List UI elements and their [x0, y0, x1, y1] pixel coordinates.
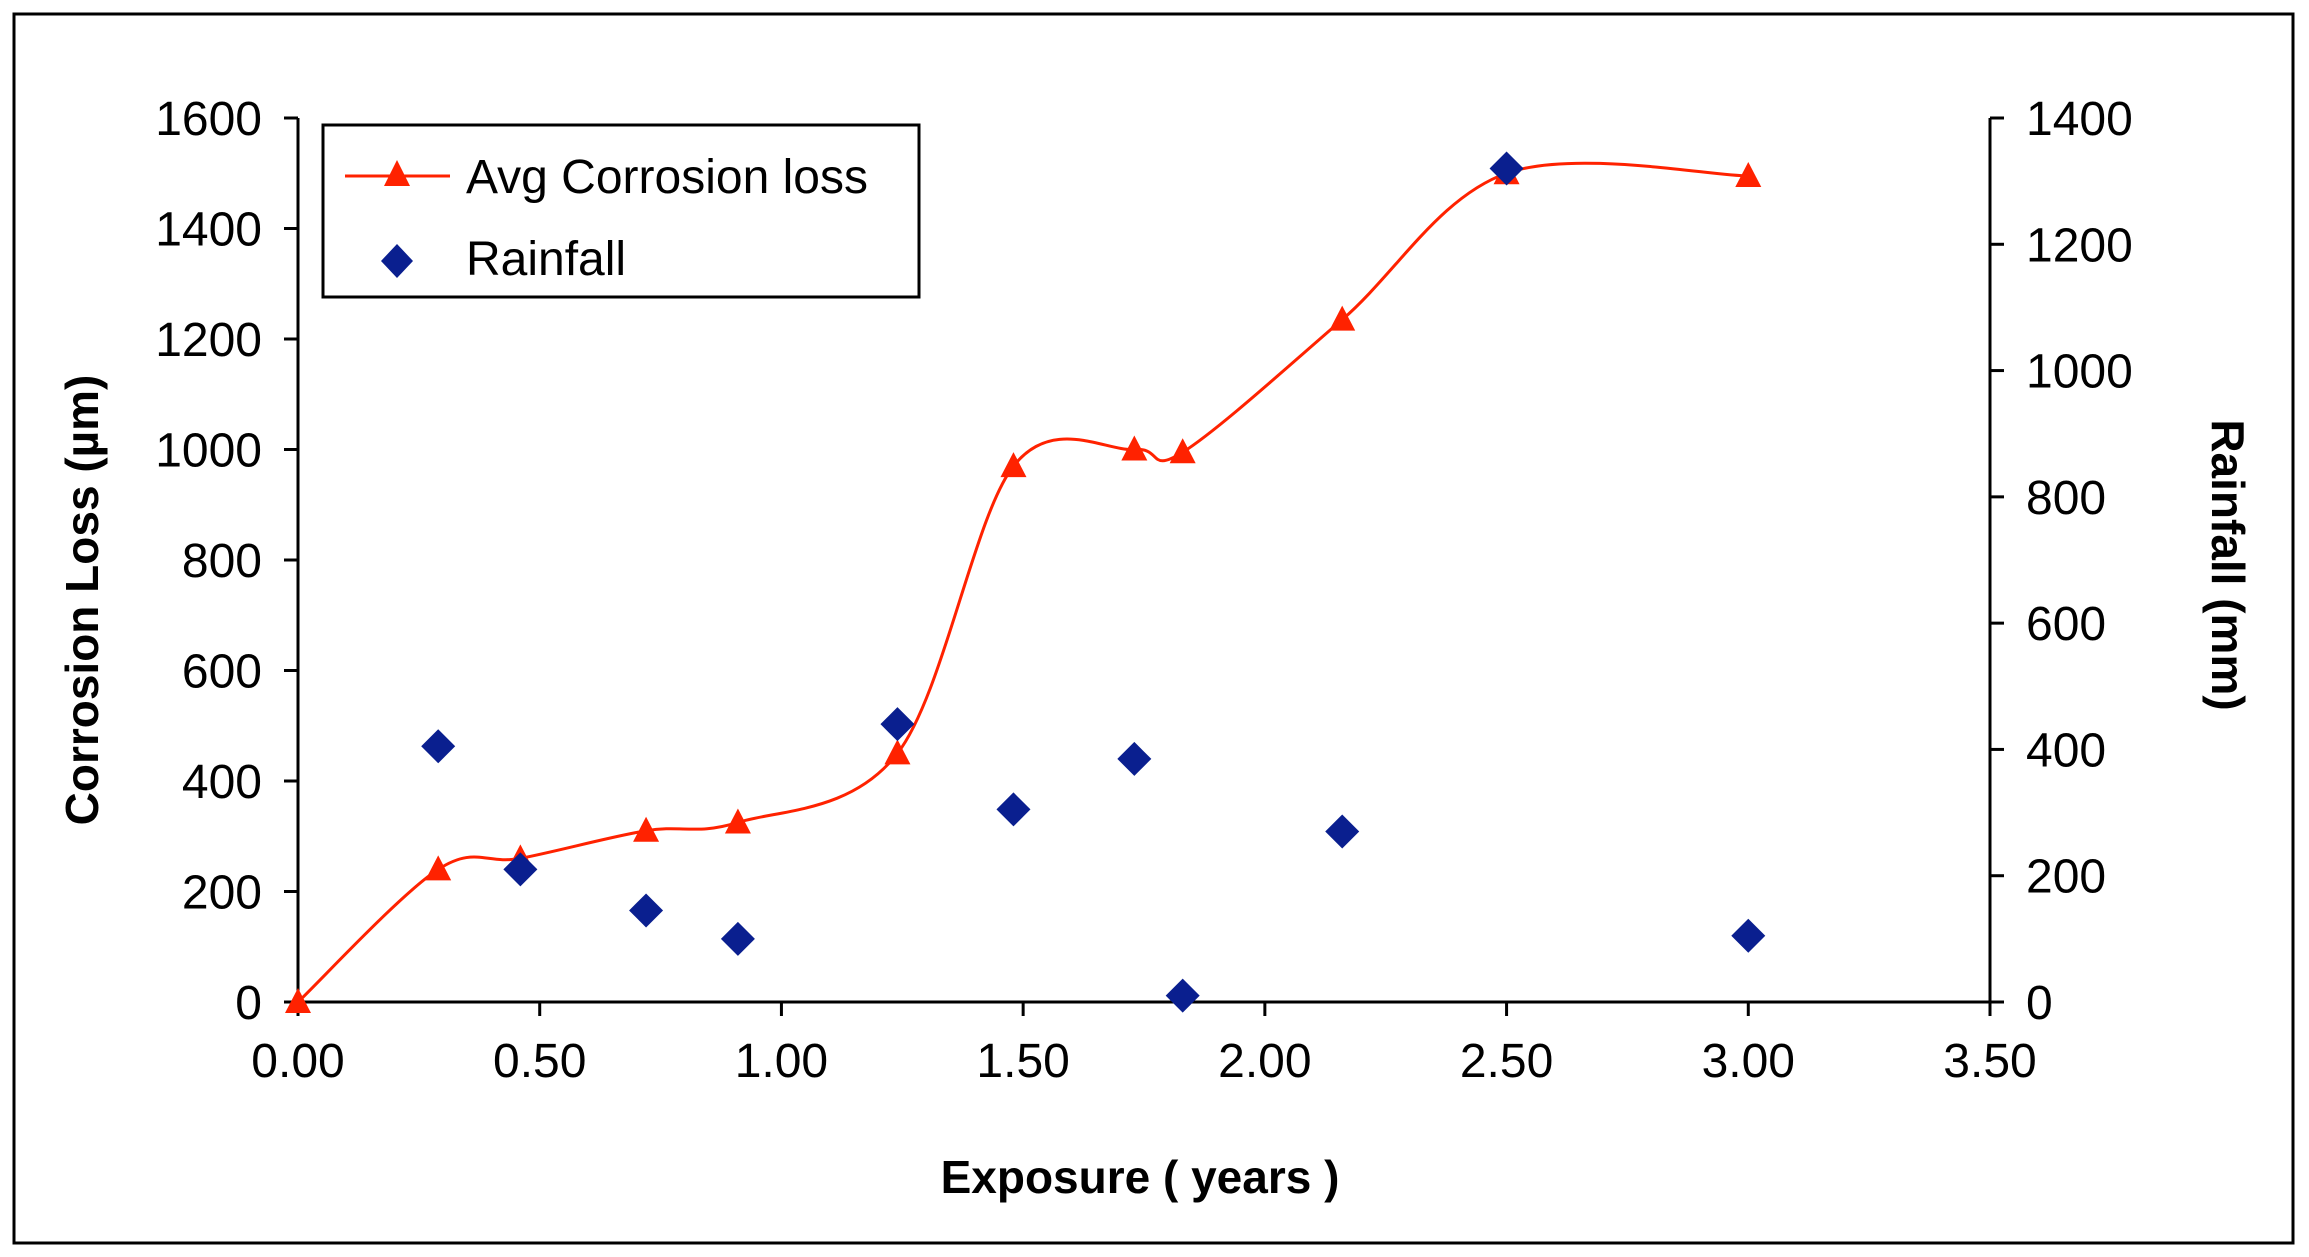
corrosion-point: [1169, 438, 1196, 464]
rainfall-point: [1489, 151, 1524, 186]
rainfall-point: [880, 707, 915, 742]
x-tick-label: 0.00: [251, 1035, 344, 1088]
x-tick-label: 2.50: [1460, 1035, 1553, 1088]
y-tick-label: 200: [182, 867, 262, 920]
rainfall-point: [720, 921, 755, 956]
corrosion-point: [1121, 435, 1148, 461]
y2-tick-label: 1200: [2026, 219, 2133, 272]
rainfall-point: [1731, 918, 1766, 953]
rainfall-point: [1117, 741, 1152, 776]
corrosion-point: [425, 855, 452, 881]
y2-tick-label: 400: [2026, 724, 2106, 777]
y-tick-label: 1600: [155, 93, 262, 146]
y2-tick-label: 800: [2026, 472, 2106, 525]
x-tick-label: 1.00: [735, 1035, 828, 1088]
y-tick-label: 1200: [155, 314, 262, 367]
ticks: 0 200 400 600 800 1000 1200 1400 1600 0 200 400 600 8…: [155, 93, 2133, 1088]
y-tick-label: 0: [235, 977, 262, 1030]
corrosion-point: [1000, 452, 1027, 478]
legend-triangle-icon: [384, 160, 410, 186]
y2-tick-label: 0: [2026, 977, 2053, 1030]
corrosion-point: [1329, 305, 1356, 331]
rainfall-point: [629, 893, 664, 928]
x-tick-label: 3.00: [1702, 1035, 1795, 1088]
y2-tick-label: 1000: [2026, 346, 2133, 399]
y-tick-label: 1400: [155, 204, 262, 257]
corrosion-point: [724, 808, 751, 834]
x-tick-label: 3.50: [1943, 1035, 2036, 1088]
x-tick-label: 2.00: [1218, 1035, 1311, 1088]
y2-tick-label: 200: [2026, 851, 2106, 904]
legend-diamond-icon: [381, 244, 413, 278]
x-axis-title: Exposure ( years ): [941, 1151, 1340, 1203]
rainfall-point: [1165, 978, 1200, 1013]
y-tick-label: 600: [182, 646, 262, 699]
legend: Avg Corrosion loss Rainfall: [321, 123, 921, 299]
legend-corrosion-label: Avg Corrosion loss: [466, 151, 868, 204]
y2-tick-label: 600: [2026, 598, 2106, 651]
y-axis-title: Corrosion Loss (µm): [56, 375, 108, 826]
markers-group: [285, 151, 1766, 1013]
legend-box: [321, 123, 921, 299]
rainfall-point: [1325, 814, 1360, 849]
y2-axis-title: Rainfall (mm): [2202, 419, 2254, 710]
legend-rainfall-label: Rainfall: [466, 233, 626, 286]
corrosion-point: [285, 988, 311, 1013]
x-tick-label: 0.50: [493, 1035, 586, 1088]
y-tick-label: 1000: [155, 425, 262, 478]
x-tick-label: 1.50: [976, 1035, 1069, 1088]
corrosion-point: [633, 816, 660, 842]
rainfall-point: [503, 852, 538, 887]
corrosion-point: [884, 739, 911, 765]
rainfall-point: [421, 729, 456, 764]
corrosion-point: [1735, 162, 1762, 188]
y-tick-label: 400: [182, 756, 262, 809]
y-tick-label: 800: [182, 535, 262, 588]
y2-tick-label: 1400: [2026, 93, 2133, 146]
rainfall-point: [996, 792, 1031, 827]
